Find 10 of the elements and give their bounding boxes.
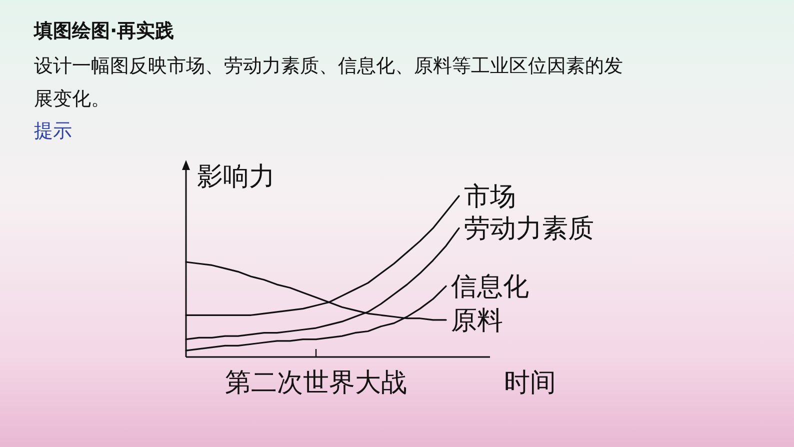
series-label: 市场 <box>464 182 516 212</box>
text: 提示 <box>34 119 73 144</box>
x-axis-title: 时间 <box>504 368 556 398</box>
chart-subtitle: 设计一幅图反映市场、劳动力素质、信息化、原料等工业区位因素的发展变化。 <box>34 54 624 112</box>
series-label: 劳动力素质 <box>464 214 594 244</box>
y-axis-title: 影响力 <box>197 162 275 192</box>
series-label: 原料 <box>451 306 503 336</box>
series-label: 信息化 <box>451 272 529 302</box>
chart-title: 填图绘图·再实践 <box>34 19 176 44</box>
text: 第二次世界大战 <box>225 368 407 398</box>
